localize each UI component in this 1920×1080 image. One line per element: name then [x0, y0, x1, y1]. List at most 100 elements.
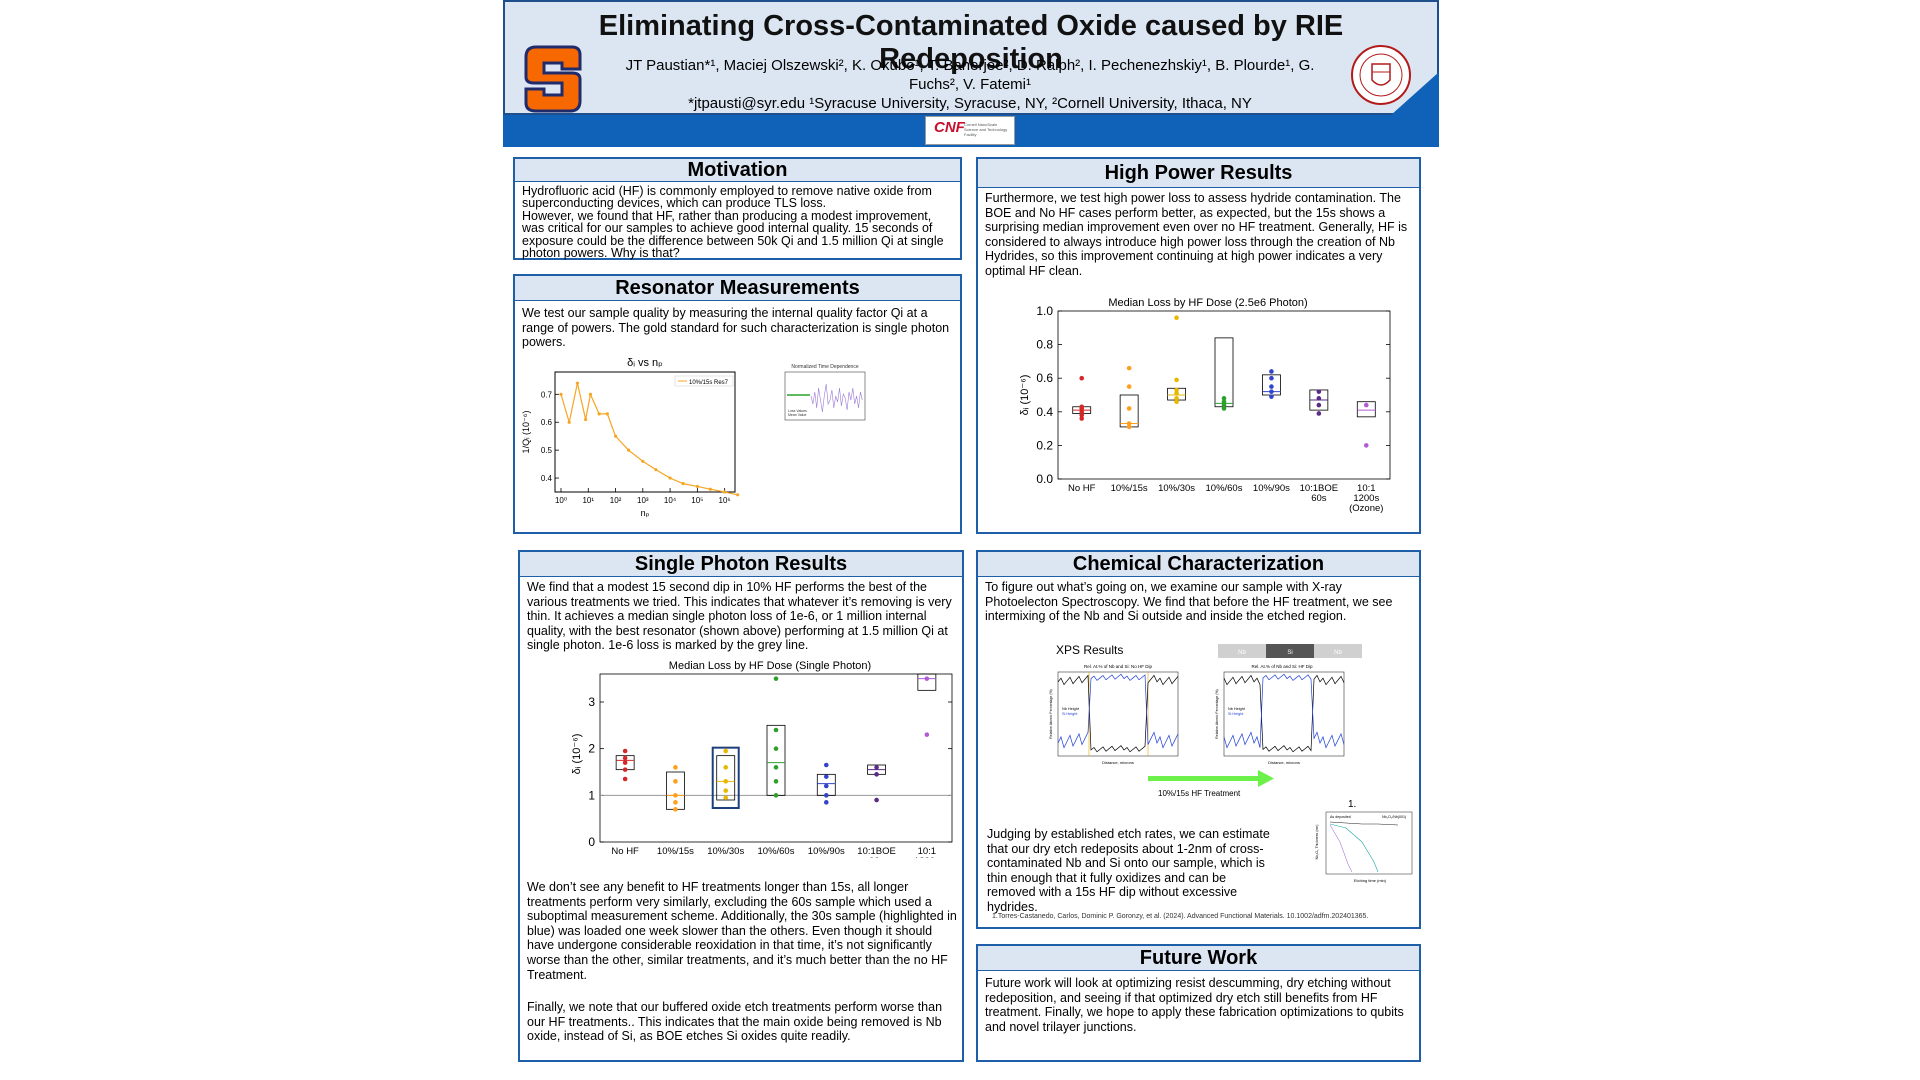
box-point	[1126, 406, 1132, 411]
xps-left-legend-nb: Nb Height	[1062, 707, 1080, 711]
box-category-label: 10%/60s	[1206, 483, 1243, 494]
singlephoton-plot: 0 1 2 3 No HF 10%/15s 10%/30s 10%/60s 10%/90s 10:…	[588, 673, 953, 858]
reference-number: 1.	[1348, 799, 1356, 810]
box-category-label: 10:1	[918, 846, 937, 857]
box-category-label: 60s	[1311, 493, 1327, 504]
resonator-xtick-label: 10⁴	[664, 496, 677, 505]
highpower-chart: Median Loss by HF Dose (2.5e6 Photon) δᵢ…	[1019, 297, 1391, 514]
highpower-plot: 0.0 0.2 0.4 0.6 0.8 1.0 No HF 10%/15s 10%/30s 10%…	[1036, 304, 1391, 514]
resonator-point	[695, 484, 699, 489]
box-point	[1126, 365, 1132, 371]
highpower-panel: High Power Results Furthermore, we test …	[976, 157, 1421, 534]
cnf-logo: CNF Cornell NanoScale Science and Techno…	[925, 116, 1015, 145]
resonator-xtick-label: 10⁶	[719, 496, 731, 505]
etch-inset-title-right: Nb₂O₅/Nb(001)	[1382, 815, 1406, 819]
box-point	[1079, 412, 1085, 418]
box-ytick-label: 0.2	[1036, 438, 1053, 452]
box-point	[1221, 406, 1227, 411]
singlephoton-chart: Median Loss by HF Dose (Single Photon) δ…	[571, 660, 953, 858]
box-point	[723, 788, 729, 793]
box-category-label: (Ozone)	[1349, 503, 1383, 514]
box-point	[1221, 399, 1227, 405]
box-category-label: 60s	[869, 856, 885, 858]
box-ytick-label: 0.4	[1036, 405, 1053, 419]
resonator-inset-series	[810, 383, 863, 413]
cornell-seal-icon	[1351, 45, 1411, 105]
box-point	[1316, 389, 1322, 394]
box-point	[874, 797, 879, 803]
box-point	[1269, 375, 1274, 381]
motivation-paragraph-2: However, we found that HF, rather than p…	[522, 208, 944, 261]
xps-label: XPS Results	[1056, 643, 1123, 657]
etch-inset-title-left: As deposited	[1330, 815, 1351, 819]
box-point	[773, 793, 779, 798]
box-category-label: 1200s	[914, 856, 940, 858]
box-category-label: 10:1	[1357, 483, 1376, 494]
resonator-panel: Resonator Measurements We test our sampl…	[513, 274, 962, 534]
resonator-legend-label: 10%/15s Res7	[689, 380, 729, 386]
chemical-panel: Chemical Characterization To figure out …	[976, 550, 1421, 929]
box-ytick-label: 0.8	[1036, 338, 1053, 352]
box-point	[773, 746, 779, 751]
box-2	[716, 755, 736, 801]
resonator-yticks: 0.4 0.5 0.6 0.7	[541, 390, 559, 483]
box-ytick-label: 1.0	[1036, 304, 1053, 318]
resonator-chart-title: δᵢ vs nₚ	[627, 357, 663, 369]
box-point	[1079, 409, 1085, 415]
box-category-label: 1200s	[1353, 493, 1379, 504]
resonator-point	[654, 468, 658, 472]
xps-right-legend-nb: Nb Height	[1228, 707, 1246, 711]
box-point	[1174, 387, 1179, 393]
resonator-point	[567, 420, 571, 424]
box-point	[1126, 421, 1132, 426]
resonator-inset-frame	[784, 371, 866, 421]
box-point	[1363, 443, 1369, 448]
box-point	[622, 767, 628, 772]
box-point	[1316, 402, 1322, 408]
box-point	[1174, 377, 1179, 383]
box-point	[673, 793, 678, 798]
box-point	[1126, 384, 1132, 389]
resonator-point	[708, 487, 712, 491]
resonator-inset-legend-1: Loss Values	[788, 409, 807, 413]
etch-inset-series-3	[1329, 824, 1353, 873]
box-point	[673, 765, 678, 770]
singlephoton-heading: Single Photon Results	[520, 552, 962, 577]
affiliations: *jtpausti@syr.edu ¹Syracuse University, …	[688, 95, 1252, 112]
box-point	[1363, 402, 1369, 408]
box-point	[673, 779, 678, 784]
box-point	[773, 676, 779, 681]
box-3	[766, 724, 786, 796]
resonator-point	[575, 381, 580, 385]
resonator-point	[723, 490, 727, 494]
resonator-inset-legend-2: Mean Value	[788, 413, 806, 417]
box-point	[874, 765, 879, 770]
xps-bar-nb-right-label: Nb	[1334, 650, 1342, 656]
resonator-point	[588, 392, 593, 396]
box-point	[1269, 394, 1274, 399]
xps-right-xlabel: Distance, microns	[1268, 760, 1300, 765]
box-point	[723, 765, 729, 770]
highlight-box	[711, 746, 740, 809]
resonator-ytick-label: 0.5	[541, 446, 553, 455]
treatment-arrow-head-icon	[1258, 770, 1274, 787]
xps-right-ylabel: Relative Atomic Percentage (%)	[1215, 689, 1219, 738]
box-point	[723, 795, 729, 800]
cnf-logo-text: CNF	[934, 119, 965, 136]
box-point	[723, 779, 729, 784]
xps-right-legend-si: Si Height	[1228, 712, 1244, 716]
resonator-point	[681, 482, 685, 486]
box-point	[622, 755, 628, 761]
box-point	[823, 774, 829, 779]
box-category-label: 10%/15s	[657, 846, 694, 857]
box-point	[1316, 411, 1322, 416]
resonator-xtick-label: 10⁵	[691, 496, 703, 505]
resonator-charts: δᵢ vs nₚ 1/Qᵢ (10⁻⁶) nₚ 0.4 0.5 0.6 0.7 10⁰…	[521, 357, 866, 518]
treatment-arrow-shaft	[1148, 776, 1258, 781]
box-category-label: 10%/30s	[707, 846, 744, 857]
singlephoton-paragraph-1: We find that a modest 15 second dip in 1…	[527, 580, 952, 653]
xps-left-frame	[1057, 671, 1179, 757]
box-point	[823, 800, 829, 805]
resonator-xtick-label: 10²	[610, 496, 622, 505]
xps-right-si-series	[1223, 673, 1345, 749]
